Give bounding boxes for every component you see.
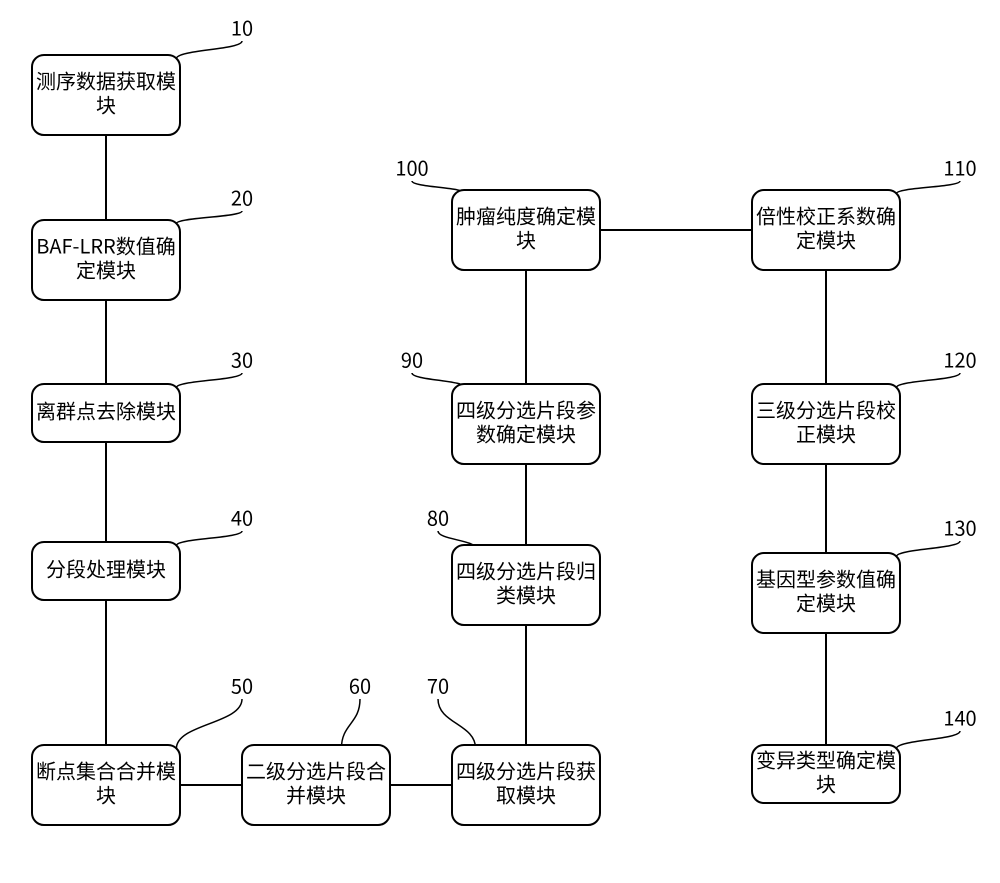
label-l30: 30 xyxy=(231,344,253,373)
leader-l120 xyxy=(896,373,960,388)
node-text: 并模块 xyxy=(286,779,346,808)
label-l110: 110 xyxy=(943,152,976,181)
node-text: 定模块 xyxy=(796,587,856,616)
node-n70: 四级分选片段获取模块 xyxy=(452,745,600,825)
node-text: 类模块 xyxy=(496,579,556,608)
node-text: 块 xyxy=(816,768,836,797)
node-text: 取模块 xyxy=(496,779,556,808)
node-n140: 变异类型确定模块 xyxy=(752,744,900,803)
node-n60: 二级分选片段合并模块 xyxy=(242,745,390,825)
leader-l20 xyxy=(176,211,242,224)
label-l20: 20 xyxy=(231,182,253,211)
label-l10: 10 xyxy=(231,12,253,41)
node-text: 定模块 xyxy=(796,224,856,253)
node-n30: 离群点去除模块 xyxy=(32,384,180,442)
node-text: 块 xyxy=(96,779,116,808)
label-l140: 140 xyxy=(943,702,976,731)
label-l50: 50 xyxy=(231,670,253,699)
node-n50: 断点集合合并模块 xyxy=(32,745,180,825)
node-text: 正模块 xyxy=(796,418,856,447)
leader-l130 xyxy=(896,541,960,557)
label-l40: 40 xyxy=(231,502,253,531)
node-text: 定模块 xyxy=(76,254,136,283)
node-text: 块 xyxy=(516,224,536,253)
leader-l30 xyxy=(176,373,242,388)
leader-l140 xyxy=(896,731,960,749)
leader-l10 xyxy=(176,41,242,59)
node-n100: 肿瘤纯度确定模块 xyxy=(452,190,600,270)
node-n20: BAF-LRR数值确定模块 xyxy=(32,220,180,300)
nodes-layer: 测序数据获取模块 BAF-LRR数值确定模块离群点去除模块分段处理模块断点集合合并… xyxy=(32,55,900,825)
node-n130: 基因型参数值确定模块 xyxy=(752,553,900,633)
leader-l60 xyxy=(341,699,360,749)
node-n80: 四级分选片段归类模块 xyxy=(452,545,600,625)
leader-l70 xyxy=(438,699,476,749)
node-n120: 三级分选片段校正模块 xyxy=(752,384,900,464)
label-l70: 70 xyxy=(427,670,449,699)
label-l80: 80 xyxy=(427,502,449,531)
leader-l40 xyxy=(176,531,242,546)
label-l100: 100 xyxy=(395,152,428,181)
leader-l110 xyxy=(896,181,960,194)
label-l60: 60 xyxy=(349,670,371,699)
flowchart: 测序数据获取模块 BAF-LRR数值确定模块离群点去除模块分段处理模块断点集合合并… xyxy=(0,0,1000,883)
node-n40: 分段处理模块 xyxy=(32,542,180,600)
label-l90: 90 xyxy=(401,344,423,373)
node-text: 离群点去除模块 xyxy=(36,395,176,424)
leader-l50 xyxy=(176,699,242,749)
node-n90: 四级分选片段参数确定模块 xyxy=(452,384,600,464)
node-text: 数确定模块 xyxy=(476,418,576,447)
node-text: 块 xyxy=(96,89,116,118)
label-l130: 130 xyxy=(943,512,976,541)
node-n110: 倍性校正系数确定模块 xyxy=(752,190,900,270)
label-l120: 120 xyxy=(943,344,976,373)
node-n10: 测序数据获取模块 xyxy=(32,55,180,135)
node-text: 分段处理模块 xyxy=(46,553,166,582)
